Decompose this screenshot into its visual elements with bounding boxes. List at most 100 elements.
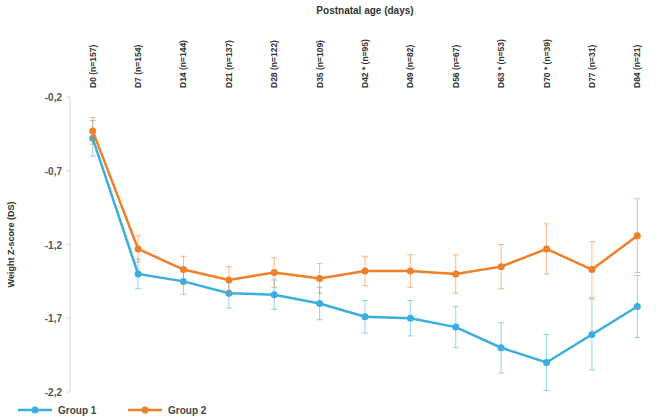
series-line <box>93 138 638 362</box>
error-cap <box>544 334 550 335</box>
error-cap <box>498 244 504 245</box>
error-bar <box>498 245 504 289</box>
marker <box>588 266 595 273</box>
series-line <box>93 131 638 280</box>
chart: Postnatal age (days)D0 (n=157)D7 (n=154)… <box>0 0 672 419</box>
marker <box>407 315 414 322</box>
error-cap <box>362 333 368 334</box>
error-cap <box>271 257 277 258</box>
x-tick-label: D42 * (n=95) <box>360 39 370 88</box>
marker <box>588 331 595 338</box>
legend-marker <box>142 407 149 414</box>
error-cap <box>589 241 595 242</box>
error-bar <box>407 255 413 287</box>
error-cap <box>180 256 186 257</box>
marker <box>225 276 232 283</box>
error-cap <box>407 300 413 301</box>
x-tick-label: D63 * (n=53) <box>496 39 506 88</box>
marker <box>498 263 505 270</box>
error-cap <box>453 306 459 307</box>
marker <box>634 232 641 239</box>
error-cap <box>498 372 504 373</box>
legend-item: Group 2 <box>128 405 207 416</box>
marker <box>271 291 278 298</box>
error-bar <box>544 334 550 390</box>
error-cap <box>317 293 323 294</box>
y-tick-label: -0,2 <box>45 92 63 103</box>
y-axis-label: Weight Z-score (DS) <box>6 202 16 288</box>
error-cap <box>317 319 323 320</box>
error-cap <box>498 322 504 323</box>
error-cap <box>180 282 186 283</box>
marker <box>498 344 505 351</box>
x-tick-label: D70 * (n=39) <box>542 39 552 88</box>
error-cap <box>226 293 232 294</box>
marker <box>135 271 142 278</box>
x-tick-label: D56 (n=67) <box>451 45 461 88</box>
marker <box>452 324 459 331</box>
title: Postnatal age (days) <box>316 5 413 16</box>
marker <box>271 269 278 276</box>
error-cap <box>271 309 277 310</box>
error-cap <box>135 262 141 263</box>
y-tick-label: -0,7 <box>45 166 63 177</box>
marker <box>316 275 323 282</box>
error-cap <box>362 300 368 301</box>
x-tick-label: D84 (n=21) <box>632 45 642 88</box>
y-tick <box>66 244 70 245</box>
marker <box>180 266 187 273</box>
y-tick-label: -1,7 <box>45 313 63 324</box>
error-bar <box>453 255 459 293</box>
error-bar <box>271 258 277 288</box>
error-cap <box>407 254 413 255</box>
legend-marker <box>32 407 39 414</box>
y-tick-label: -2,2 <box>45 387 63 398</box>
error-cap <box>226 266 232 267</box>
error-cap <box>407 287 413 288</box>
error-bar <box>498 323 504 373</box>
plot-marks <box>89 118 641 391</box>
error-cap <box>544 223 550 224</box>
error-cap <box>90 144 96 145</box>
marker <box>362 268 369 275</box>
error-cap <box>317 263 323 264</box>
error-bar <box>634 199 640 273</box>
y-tick <box>66 170 70 171</box>
y-tick <box>66 318 70 319</box>
error-cap <box>90 117 96 118</box>
error-bar <box>544 224 550 274</box>
x-tick-label: D0 (n=157) <box>88 45 98 88</box>
y-tick <box>66 392 70 393</box>
error-cap <box>226 307 232 308</box>
error-cap <box>180 294 186 295</box>
error-cap <box>634 275 640 276</box>
error-bar <box>135 259 141 289</box>
marker <box>543 359 550 366</box>
marker <box>452 271 459 278</box>
marker <box>362 313 369 320</box>
marker <box>543 245 550 252</box>
error-cap <box>362 285 368 286</box>
error-cap <box>271 287 277 288</box>
error-bar <box>362 301 368 333</box>
error-bar <box>90 118 96 145</box>
y-tick-label: -1,2 <box>45 240 63 251</box>
legend-label: Group 2 <box>168 405 207 416</box>
error-bar <box>589 242 595 298</box>
error-bar <box>407 301 413 336</box>
error-cap <box>362 256 368 257</box>
error-cap <box>589 297 595 298</box>
y-tick <box>66 97 70 98</box>
x-tick-label: D21 (n=137) <box>224 40 234 88</box>
marker <box>634 303 641 310</box>
error-bar <box>362 256 368 286</box>
error-cap <box>135 288 141 289</box>
error-cap <box>634 337 640 338</box>
x-tick-label: D35 (n=109) <box>315 40 325 88</box>
marker <box>135 245 142 252</box>
error-bar <box>135 236 141 263</box>
error-cap <box>453 347 459 348</box>
x-tick-label: D14 (n=144) <box>178 40 188 88</box>
error-cap <box>544 390 550 391</box>
error-cap <box>453 254 459 255</box>
